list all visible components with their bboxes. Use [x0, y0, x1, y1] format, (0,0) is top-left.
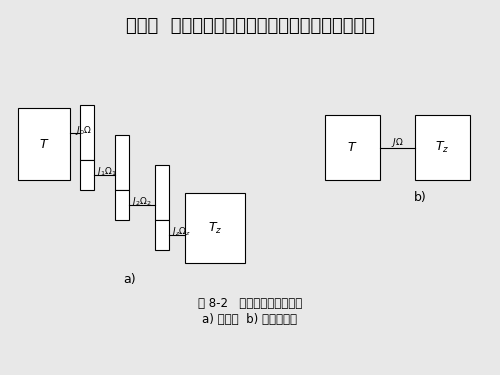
Bar: [115, 135, 129, 190]
Bar: [80, 105, 94, 160]
Bar: [155, 165, 169, 220]
Text: $T_z$: $T_z$: [208, 220, 222, 236]
Text: $J\Omega$: $J\Omega$: [391, 136, 404, 149]
Text: 图 8-2   电力拖动系统示意图: 图 8-2 电力拖动系统示意图: [198, 297, 302, 310]
Bar: [80, 160, 94, 190]
Text: $T$: $T$: [39, 138, 49, 150]
Bar: [325, 115, 380, 180]
Text: $J_1\Omega_1$: $J_1\Omega_1$: [96, 165, 117, 178]
Text: a) 传动图  b) 等效折算图: a) 传动图 b) 等效折算图: [202, 313, 298, 326]
Bar: [18, 108, 70, 180]
Text: $J_z\Omega_z$: $J_z\Omega_z$: [171, 225, 191, 238]
Text: $J_0\Omega$: $J_0\Omega$: [75, 124, 92, 137]
Text: $T$: $T$: [348, 141, 358, 154]
Bar: [115, 190, 129, 220]
Text: a): a): [124, 273, 136, 286]
Bar: [155, 220, 169, 250]
Text: 第二节  工作机构转矩、力、飞轮力矩和质量的折算: 第二节 工作机构转矩、力、飞轮力矩和质量的折算: [126, 17, 374, 35]
Text: $J_2\Omega_2$: $J_2\Omega_2$: [131, 195, 152, 208]
Text: b): b): [414, 190, 426, 204]
Bar: [415, 115, 470, 180]
Text: $T_z$: $T_z$: [436, 140, 450, 155]
Bar: [185, 193, 245, 263]
